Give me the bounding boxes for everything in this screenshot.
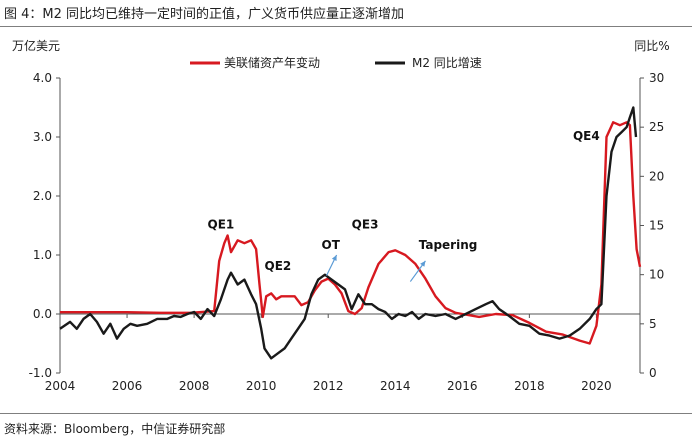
x-tick-label: 2016 (447, 379, 478, 393)
annotation-qe4: QE4 (573, 129, 600, 143)
left-tick-label: 2.0 (33, 189, 52, 203)
legend-label-fed: 美联储资产年变动 (224, 55, 320, 70)
x-tick-label: 2006 (112, 379, 143, 393)
left-tick-label: 4.0 (33, 71, 52, 85)
right-tick-label: 5 (649, 317, 657, 331)
annotation-arrowhead (331, 255, 337, 261)
right-tick-label: 20 (649, 169, 664, 183)
right-tick-label: 0 (649, 366, 657, 380)
annotation-tapering: Tapering (419, 238, 478, 252)
annotation-ot: OT (322, 238, 341, 252)
x-tick-label: 2014 (380, 379, 411, 393)
x-tick-label: 2004 (45, 379, 76, 393)
left-tick-label: -1.0 (29, 366, 52, 380)
left-tick-label: 3.0 (33, 130, 52, 144)
x-tick-label: 2018 (514, 379, 545, 393)
right-tick-label: 30 (649, 71, 664, 85)
plot-area: -1.0 0.0 1.0 2.0 3.0 4.0 0 5 10 15 20 25 30 2004 2006 2… (29, 71, 665, 393)
top-rule (0, 26, 692, 27)
left-unit-label: 万亿美元 (12, 38, 60, 53)
x-tick-label: 2020 (581, 379, 612, 393)
annotation-qe3: QE3 (352, 217, 379, 231)
annotation-arrowhead (420, 260, 426, 267)
source-note: 资料来源：Bloomberg，中信证券研究部 (4, 422, 226, 436)
annotation-qe1: QE1 (208, 217, 235, 231)
left-tick-label: 1.0 (33, 248, 52, 262)
right-tick-label: 25 (649, 120, 664, 134)
right-tick-label: 15 (649, 219, 664, 233)
legend-label-m2: M2 同比增速 (412, 56, 482, 70)
figure-title: 图 4：M2 同比均已维持一定时间的正值，广义货币供应量正逐渐增加 (4, 7, 405, 22)
x-tick-label: 2010 (246, 379, 277, 393)
x-tick-label: 2012 (313, 379, 344, 393)
x-tick-label: 2008 (179, 379, 210, 393)
bottom-rule (0, 413, 692, 414)
left-tick-label: 0.0 (33, 307, 52, 321)
series-line-fed-assets (60, 121, 642, 345)
right-unit-label: 同比% (634, 39, 669, 53)
annotation-qe2: QE2 (265, 259, 292, 273)
right-tick-label: 10 (649, 268, 664, 282)
series-line-m2-growth (59, 106, 638, 360)
